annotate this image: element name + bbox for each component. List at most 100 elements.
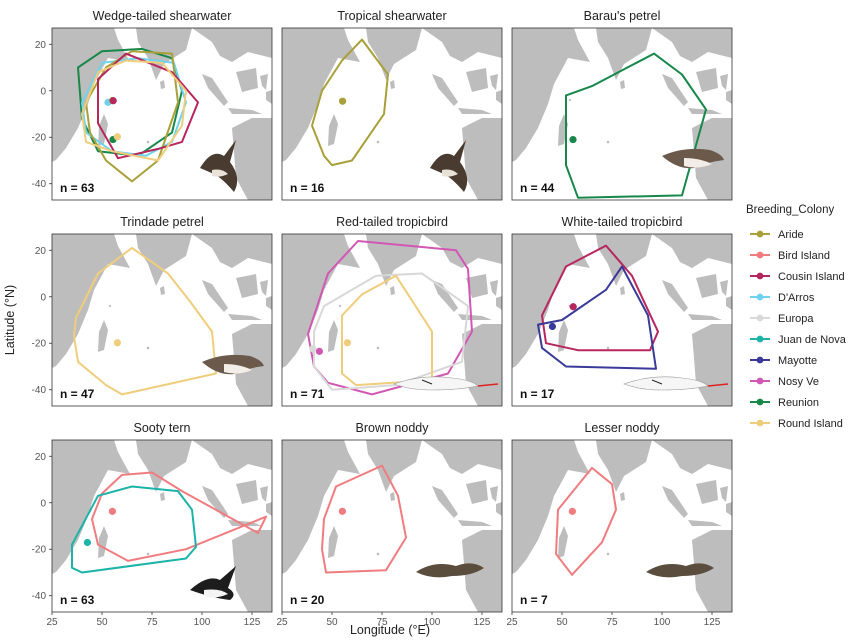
map-panel: Barau's petrel n = 44 — [511, 9, 733, 201]
petrel-illustration-icon — [202, 354, 264, 375]
x-tick-label: 125 — [704, 617, 721, 628]
sample-size-label: n = 16 — [290, 181, 325, 195]
legend-item: Mayotte — [750, 355, 817, 367]
colony-point — [108, 507, 116, 515]
foraging-range-polygon — [541, 244, 659, 352]
legend-swatch-point — [756, 230, 764, 238]
y-tick-label: 20 — [35, 246, 47, 257]
legend-item: Reunion — [750, 397, 819, 409]
foraging-range-polygon — [71, 485, 197, 574]
x-tick-label: 25 — [46, 617, 58, 628]
legend-item: Cousin Island — [750, 271, 845, 283]
panel-title: Red-tailed tropicbird — [336, 215, 448, 229]
noddy-illustration-icon — [416, 563, 484, 578]
legend-item: Bird Island — [750, 250, 830, 262]
colony-point — [83, 538, 91, 547]
sample-size-label: n = 17 — [520, 387, 555, 401]
shearwater-illustration-icon — [430, 140, 468, 192]
panel-title: Tropical shearwater — [337, 9, 446, 23]
legend-item: Round Island — [750, 418, 843, 430]
sample-size-label: n = 7 — [520, 593, 548, 607]
panel-title: Trindade petrel — [120, 215, 204, 229]
legend: Breeding_Colony Aride Bird Island Cousin I… — [746, 204, 847, 430]
sample-size-label: n = 63 — [60, 181, 95, 195]
legend-label: Mayotte — [778, 355, 817, 367]
colony-point — [339, 97, 347, 105]
legend-label: Round Island — [778, 418, 843, 430]
x-tick-label: 100 — [424, 617, 441, 628]
panel-title: Brown noddy — [356, 421, 430, 435]
colony-point — [568, 507, 576, 515]
colony-point — [343, 339, 351, 347]
legend-item: D'Arros — [750, 292, 815, 304]
panel-title: Wedge-tailed shearwater — [93, 9, 232, 23]
foraging-range-polygon — [537, 265, 657, 370]
legend-item: Nosy Ve — [750, 376, 819, 388]
panel-title: Barau's petrel — [584, 9, 661, 23]
y-tick-label: 0 — [40, 292, 46, 303]
x-tick-label: 75 — [146, 617, 158, 628]
sample-size-label: n = 44 — [520, 181, 555, 195]
x-tick-label: 100 — [194, 617, 211, 628]
foraging-range-polygon — [313, 272, 469, 391]
legend-swatch-point — [756, 335, 764, 343]
map-panel: White-tailed tropicbird n = 17 — [511, 215, 733, 407]
y-tick-label: -40 — [32, 385, 47, 396]
tern-illustration-icon — [190, 566, 236, 600]
y-tick-label: 20 — [35, 40, 47, 51]
legend-swatch-point — [756, 251, 764, 259]
foraging-range-polygon — [73, 246, 217, 396]
foraging-range-polygon — [97, 52, 199, 160]
legend-label: D'Arros — [778, 292, 815, 304]
sample-size-label: n = 47 — [60, 387, 95, 401]
petrel-illustration-icon — [662, 148, 724, 169]
foraging-range-polygon — [341, 274, 433, 387]
legend-label: Bird Island — [778, 250, 830, 262]
legend-item: Aride — [750, 229, 804, 241]
y-tick-label: 0 — [40, 86, 46, 97]
panel-title: White-tailed tropicbird — [562, 215, 683, 229]
legend-swatch-point — [756, 272, 764, 280]
colony-point — [315, 347, 323, 355]
sample-size-label: n = 71 — [290, 387, 325, 401]
colony-point — [309, 345, 317, 353]
map-panel: Trindade petrel n = 47 20 0 -20 -40 — [32, 215, 273, 407]
noddy-illustration-icon — [646, 563, 714, 578]
foraging-range-polygon — [321, 464, 407, 574]
x-tick-label: 125 — [244, 617, 261, 628]
panel-title: Lesser noddy — [584, 421, 660, 435]
legend-item: Juan de Nova — [750, 334, 847, 346]
colony-point — [338, 507, 346, 515]
y-tick-label: -20 — [32, 339, 47, 350]
legend-swatch-point — [756, 419, 764, 427]
map-panel: Tropical shearwater n = 16 — [281, 9, 503, 201]
legend-label: Aride — [778, 229, 804, 241]
x-tick-label: 125 — [474, 617, 491, 628]
legend-item: Europa — [750, 313, 814, 325]
x-tick-label: 25 — [276, 617, 288, 628]
panel-title: Sooty tern — [134, 421, 191, 435]
legend-label: Cousin Island — [778, 271, 845, 283]
legend-title: Breeding_Colony — [746, 204, 834, 216]
x-tick-label: 100 — [654, 617, 671, 628]
map-panel: Sooty tern n = 63 20 0 -20 -40 25 50 75 100 125 — [32, 421, 273, 628]
foraging-range-polygon — [81, 57, 187, 157]
colony-point — [569, 303, 577, 311]
x-tick-label: 75 — [606, 617, 618, 628]
x-tick-label: 50 — [96, 617, 108, 628]
legend-label: Europa — [778, 313, 814, 325]
y-tick-label: -20 — [32, 133, 47, 144]
y-tick-label: -40 — [32, 591, 47, 602]
colony-point — [548, 322, 556, 331]
colony-point — [569, 135, 577, 144]
legend-swatch-point — [756, 293, 764, 301]
sample-size-label: n = 63 — [60, 593, 95, 607]
x-tick-label: 50 — [556, 617, 568, 628]
legend-label: Nosy Ve — [778, 376, 819, 388]
y-axis-title: Latitude (°N) — [3, 285, 17, 355]
map-panel: Wedge-tailed shearwater n = 63 20 0 -20 -40 — [32, 9, 273, 201]
colony-point — [113, 339, 121, 347]
y-tick-label: -20 — [32, 545, 47, 556]
